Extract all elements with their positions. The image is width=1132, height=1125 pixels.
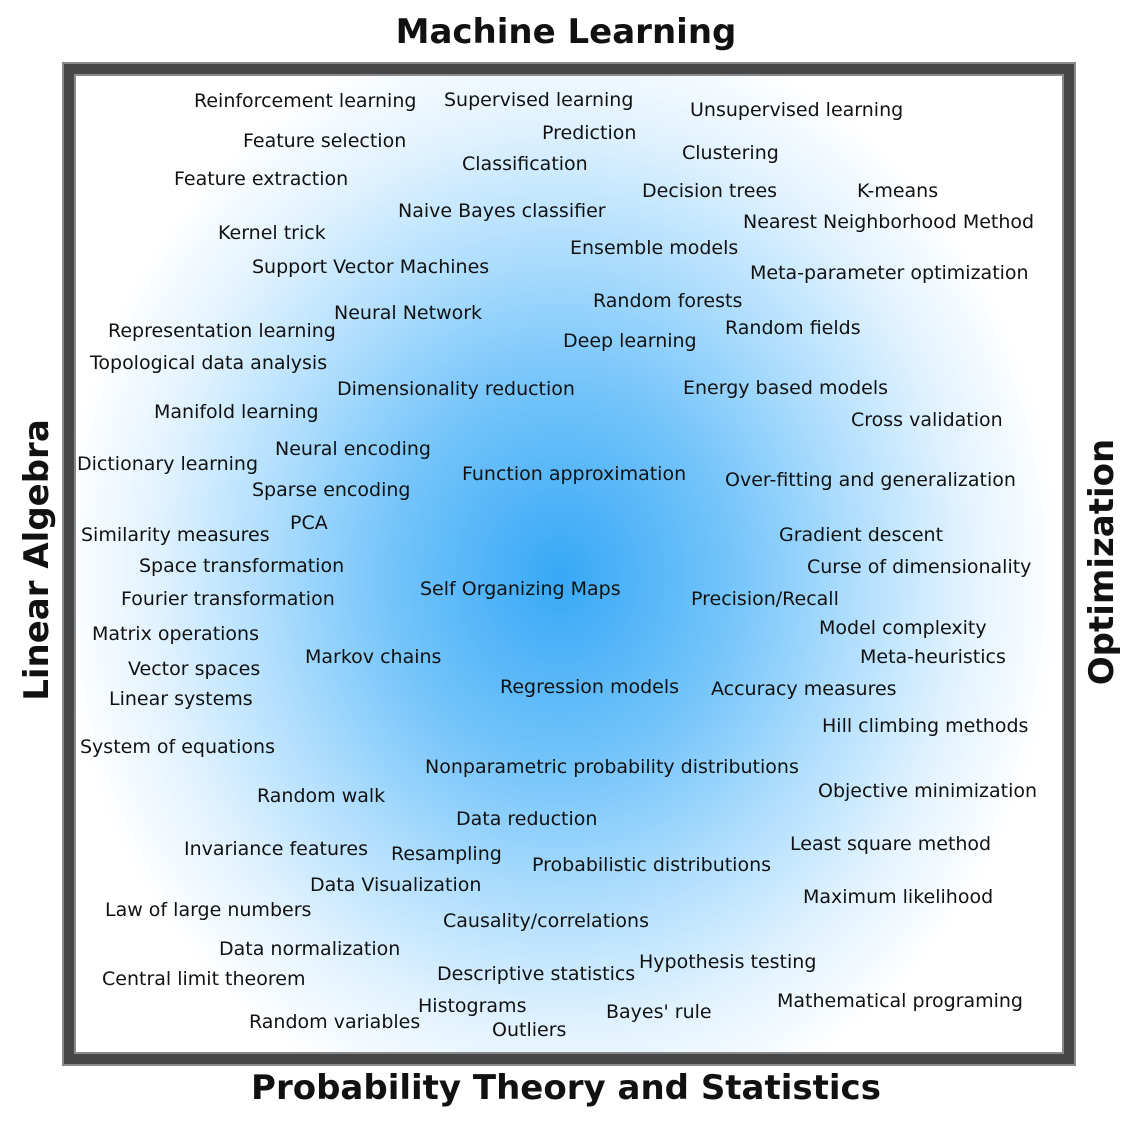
term: Deep learning (563, 330, 697, 352)
term: Sparse encoding (252, 479, 411, 501)
term: Feature extraction (174, 168, 349, 190)
term: Neural Network (334, 302, 483, 324)
term: Hill climbing methods (822, 715, 1029, 737)
term: Nearest Neighborhood Method (743, 211, 1035, 233)
term: Nonparametric probability distributions (425, 756, 799, 778)
term: Data reduction (456, 808, 598, 830)
term: Matrix operations (92, 623, 259, 645)
term: Markov chains (305, 646, 442, 668)
title-optimization: Optimization (1082, 438, 1122, 686)
term: Function approximation (462, 463, 687, 485)
term: Mathematical programing (777, 990, 1023, 1012)
term: Outliers (492, 1019, 567, 1041)
term: Topological data analysis (90, 352, 328, 374)
term: Bayes' rule (606, 1001, 712, 1023)
term: Reinforcement learning (194, 90, 417, 112)
term: Law of large numbers (105, 899, 312, 921)
term: Least square method (790, 833, 992, 855)
term: Descriptive statistics (437, 963, 636, 985)
term: Maximum likelihood (803, 886, 994, 908)
term: Fourier transformation (121, 588, 335, 610)
term: Data Visualization (310, 874, 482, 896)
term: Decision trees (642, 180, 778, 202)
term: Unsupervised learning (690, 99, 904, 121)
title-machine-learning: Machine Learning (395, 12, 737, 52)
term: System of equations (80, 736, 275, 758)
term: Classification (462, 153, 588, 175)
term: Support Vector Machines (252, 256, 490, 278)
term: Naive Bayes classifier (398, 200, 606, 222)
diagram-frame (64, 64, 1074, 1064)
term: Meta-parameter optimization (750, 262, 1029, 284)
term: Gradient descent (779, 524, 944, 546)
term: Vector spaces (128, 658, 261, 680)
term: Space transformation (139, 555, 345, 577)
term: Cross validation (851, 409, 1003, 431)
term: Dimensionality reduction (337, 378, 575, 400)
term: Feature selection (243, 130, 407, 152)
term: Dictionary learning (77, 453, 259, 475)
term: Prediction (542, 122, 637, 144)
term: Ensemble models (570, 237, 739, 259)
term: Invariance features (184, 838, 368, 860)
term: Representation learning (108, 320, 336, 342)
term: Similarity measures (81, 524, 270, 546)
term: Central limit theorem (102, 968, 306, 990)
term: Random fields (725, 317, 861, 339)
term: Self Organizing Maps (420, 578, 621, 600)
term: Neural encoding (275, 438, 431, 460)
term: PCA (290, 512, 328, 534)
term: K-means (857, 180, 939, 202)
term: Supervised learning (444, 89, 634, 111)
term: Objective minimization (818, 780, 1038, 802)
term: Random variables (249, 1011, 421, 1033)
title-linear-algebra: Linear Algebra (17, 419, 57, 701)
term: Linear systems (109, 688, 253, 710)
term: Model complexity (819, 617, 987, 639)
term: Curse of dimensionality (807, 556, 1032, 578)
term: Resampling (391, 843, 502, 865)
term: Manifold learning (154, 401, 319, 423)
term: Kernel trick (218, 222, 326, 244)
term: Causality/correlations (443, 910, 649, 932)
term: Probabilistic distributions (532, 854, 772, 876)
title-probability-statistics: Probability Theory and Statistics (251, 1068, 881, 1108)
term: Energy based models (683, 377, 889, 399)
term: Regression models (500, 676, 680, 698)
term: Hypothesis testing (639, 951, 817, 973)
term: Meta-heuristics (860, 646, 1006, 668)
term: Precision/Recall (691, 588, 839, 610)
term: Random walk (257, 785, 386, 807)
term: Random forests (593, 290, 743, 312)
term: Data normalization (219, 938, 401, 960)
term: Histograms (418, 995, 527, 1017)
term: Over-fitting and generalization (725, 469, 1016, 491)
term: Accuracy measures (711, 678, 897, 700)
term: Clustering (682, 142, 779, 164)
